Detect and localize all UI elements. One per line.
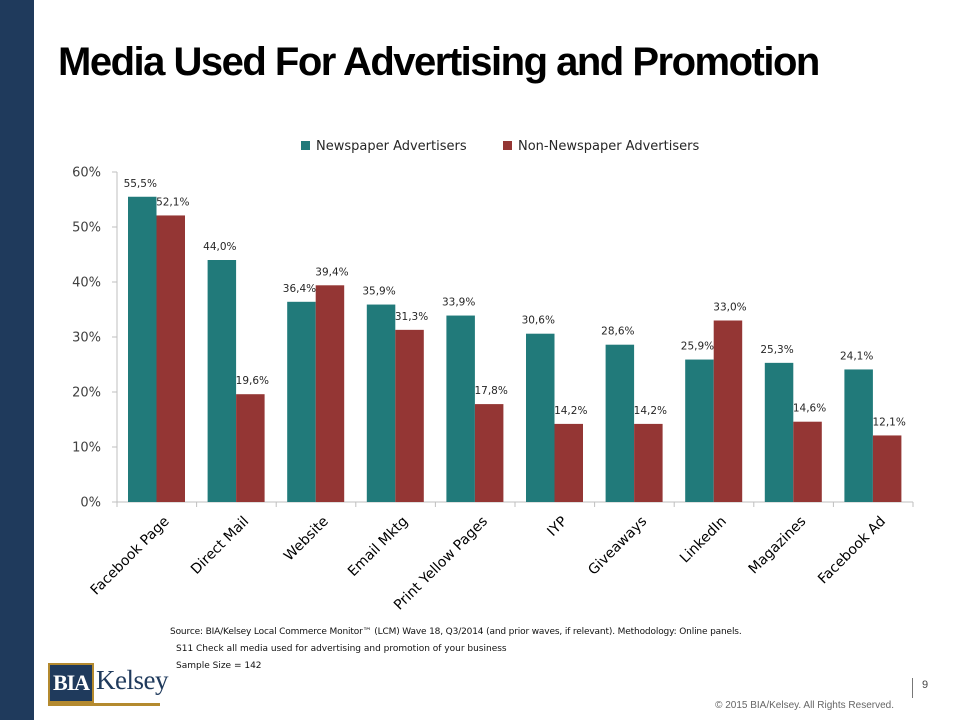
logo-box-text: BIA: [48, 663, 94, 703]
bia-kelsey-logo: BIA Kelsey: [48, 663, 168, 707]
data-label: 28,6%: [601, 326, 634, 338]
data-label: 36,4%: [283, 283, 316, 295]
bar-newspaper: [605, 344, 635, 502]
bar-non-newspaper: [713, 320, 743, 502]
data-label: 52,1%: [156, 196, 189, 208]
bar-newspaper: [844, 369, 873, 502]
bar-newspaper: [287, 301, 316, 502]
left-accent-bar: [0, 0, 34, 720]
x-category-label: Direct Mail: [188, 514, 252, 578]
data-label: 33,9%: [442, 297, 475, 309]
source-notes: Source: BIA/Kelsey Local Commerce Monito…: [170, 624, 742, 675]
data-label: 19,6%: [236, 375, 269, 387]
logo-word-text: Kelsey: [96, 665, 168, 695]
data-label: 24,1%: [840, 350, 873, 362]
x-category-label: Facebook Ad: [815, 514, 889, 588]
bar-non-newspaper: [315, 285, 345, 502]
data-label: 17,8%: [474, 385, 507, 397]
page-number: 9: [922, 679, 929, 691]
data-label: 55,5%: [124, 178, 157, 190]
bar-non-newspaper: [554, 423, 583, 502]
bar-newspaper: [366, 304, 396, 502]
x-category-label: LinkedIn: [677, 514, 730, 567]
data-label: 14,2%: [634, 405, 667, 417]
bar-newspaper: [764, 362, 794, 502]
data-label: 35,9%: [362, 286, 395, 298]
bar-non-newspaper: [474, 404, 504, 502]
bar-newspaper: [685, 359, 714, 502]
bar-non-newspaper: [872, 435, 902, 502]
y-tick-label: 50%: [72, 221, 101, 236]
copyright-text: © 2015 BIA/Kelsey. All Rights Reserved.: [715, 700, 894, 711]
source-text: Source: BIA/Kelsey Local Commerce Monito…: [170, 627, 742, 637]
question-text: S11 Check all media used for advertising…: [176, 644, 507, 654]
data-label: 44,0%: [203, 241, 236, 253]
data-label: 25,9%: [681, 341, 714, 353]
x-category-label: Website: [281, 514, 332, 565]
bar-non-newspaper: [793, 421, 822, 502]
bar-newspaper: [128, 196, 157, 502]
data-label: 14,2%: [554, 405, 587, 417]
legend-label: Newspaper Advertisers: [316, 139, 467, 154]
data-label: 30,6%: [522, 315, 555, 327]
bar-non-newspaper: [156, 215, 185, 502]
data-label: 39,4%: [315, 266, 348, 278]
bar-newspaper: [446, 315, 475, 502]
page-title: Media Used For Advertising and Promotion: [58, 40, 820, 84]
bar-non-newspaper: [634, 423, 663, 502]
bar-newspaper: [526, 333, 555, 502]
page-number-divider: [912, 678, 913, 698]
x-category-label: Giveaways: [585, 514, 650, 579]
y-tick-label: 40%: [72, 276, 101, 291]
data-label: 33,0%: [713, 302, 746, 314]
x-category-label: Facebook Page: [88, 514, 173, 599]
y-tick-label: 10%: [72, 441, 101, 456]
legend-swatch: [503, 141, 512, 150]
x-category-label: Magazines: [746, 514, 810, 578]
y-tick-label: 0%: [80, 496, 101, 511]
bar-newspaper: [207, 260, 237, 502]
legend-label: Non-Newspaper Advertisers: [518, 139, 699, 154]
y-tick-label: 60%: [72, 166, 101, 181]
logo-underline: [48, 703, 160, 706]
sample-size-text: Sample Size = 142: [176, 661, 262, 671]
legend-swatch: [301, 141, 310, 150]
data-label: 31,3%: [395, 311, 428, 323]
x-category-label: Email Mktg: [345, 514, 411, 580]
bar-non-newspaper: [395, 329, 424, 502]
y-tick-label: 20%: [72, 386, 101, 401]
data-label: 12,1%: [872, 416, 905, 428]
x-category-label: IYP: [544, 514, 570, 540]
data-label: 25,3%: [760, 344, 793, 356]
y-tick-label: 30%: [72, 331, 101, 346]
bar-non-newspaper: [236, 394, 265, 502]
data-label: 14,6%: [793, 403, 826, 415]
